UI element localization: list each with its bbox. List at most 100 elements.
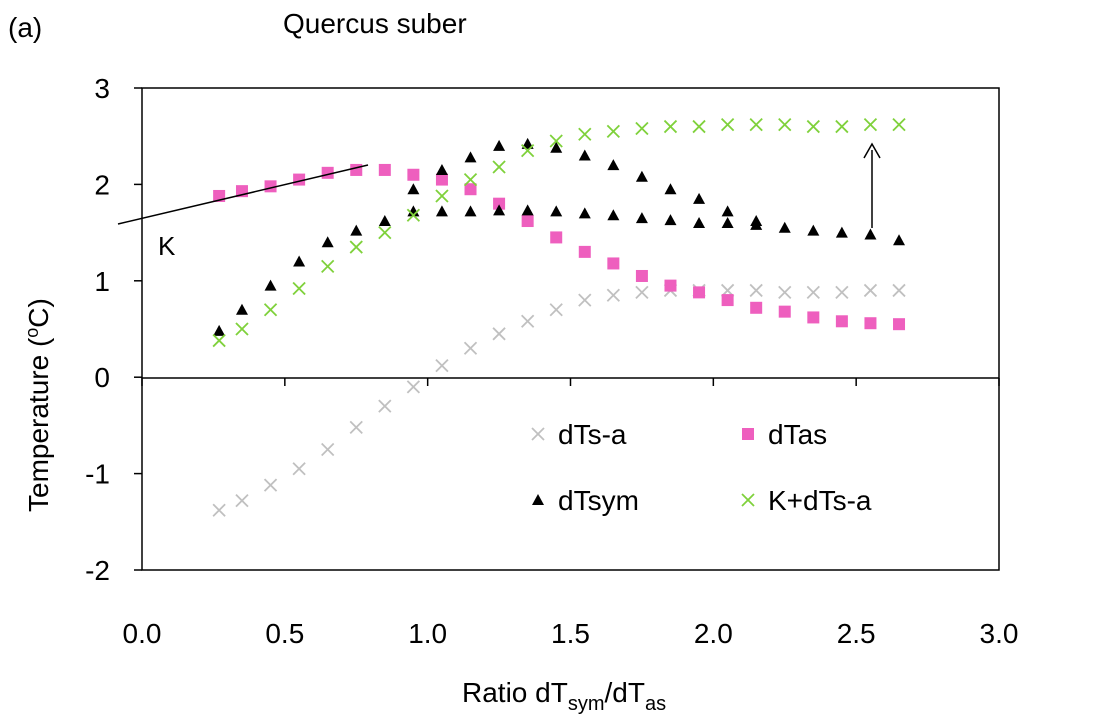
- data-point: [578, 149, 591, 161]
- data-point: [663, 119, 678, 134]
- data-point: [435, 205, 448, 217]
- legend: dTs-a dTas dTsym K+dTs-a: [531, 419, 872, 516]
- data-point: [664, 214, 677, 226]
- data-point: [778, 305, 791, 318]
- data-point: [721, 205, 734, 217]
- data-point: [407, 168, 420, 181]
- y-tick-label: 2: [94, 169, 110, 200]
- data-point: [550, 231, 563, 244]
- legend-marker: [531, 427, 545, 441]
- data-point: [406, 380, 421, 394]
- data-point: [378, 225, 392, 240]
- data-point: [550, 141, 563, 153]
- data-point: [235, 303, 248, 315]
- data-point: [606, 288, 620, 302]
- svg-text:Ratio dTsym/dTas: Ratio dTsym/dTas: [462, 677, 666, 715]
- data-point: [264, 279, 277, 291]
- legend-label: K+dTs-a: [768, 485, 872, 516]
- data-point: [463, 341, 478, 355]
- data-point: [863, 117, 878, 132]
- data-point: [293, 255, 306, 267]
- data-point: [578, 207, 591, 219]
- x-axis-label: Ratio dTsym/dTas: [462, 677, 666, 715]
- data-point: [492, 327, 506, 341]
- series-dtas: [213, 163, 906, 331]
- data-point: [435, 173, 448, 186]
- data-point: [607, 159, 620, 171]
- panel-label: (a): [8, 12, 42, 43]
- x-label-mid: /dT: [605, 677, 645, 708]
- x-tick-label: 0.5: [265, 618, 304, 649]
- data-point: [407, 205, 420, 217]
- data-point: [349, 420, 363, 434]
- data-point: [863, 283, 878, 298]
- k-trend-line: [117, 164, 369, 225]
- data-point: [550, 205, 563, 217]
- data-point: [864, 228, 877, 240]
- y-tick-label: -1: [85, 459, 110, 490]
- data-point: [464, 151, 477, 163]
- data-point: [435, 163, 448, 175]
- legend-item: K+dTs-a: [741, 485, 872, 516]
- data-point: [893, 234, 906, 246]
- data-point: [212, 503, 226, 517]
- y-axis-label: Temperature (oC): [22, 298, 54, 512]
- data-point: [578, 245, 591, 258]
- legend-label: dTas: [768, 419, 827, 450]
- series-dtsym: [407, 137, 763, 227]
- series-k-dts-a: [212, 117, 906, 348]
- data-point: [578, 127, 592, 141]
- x-label-sub-sym: sym: [568, 693, 605, 715]
- data-point: [778, 221, 791, 233]
- data-point: [493, 197, 506, 210]
- plot-border: [141, 87, 1000, 571]
- data-point: [693, 286, 706, 299]
- data-point: [263, 303, 278, 317]
- data-point: [521, 215, 534, 228]
- data-point: [607, 209, 620, 221]
- data-point: [635, 212, 648, 224]
- legend-label: dTsym: [558, 485, 639, 516]
- x-tick-label: 0.0: [123, 618, 162, 649]
- legend-marker: [532, 494, 544, 505]
- data-point: [749, 283, 763, 298]
- data-point: [464, 183, 477, 196]
- legend-item: dTas: [742, 419, 827, 450]
- x-label-sub-as: as: [645, 693, 666, 715]
- data-point: [721, 216, 734, 228]
- data-point: [521, 137, 534, 149]
- data-point: [893, 318, 906, 331]
- annotation-group: K: [117, 142, 881, 261]
- legend-item: dTsym: [532, 485, 639, 516]
- x-tick-label: 2.5: [837, 618, 876, 649]
- data-point: [492, 160, 506, 174]
- x-tick-label: 1.5: [551, 618, 590, 649]
- data-point: [350, 224, 363, 236]
- x-tick-label: 3.0: [980, 618, 1019, 649]
- chart-title: Quercus suber: [283, 8, 467, 39]
- data-point: [664, 183, 677, 195]
- y-tick-label: 1: [94, 266, 110, 297]
- data-point: [835, 226, 848, 238]
- svg-text:Temperature (oC): Temperature (oC): [22, 298, 54, 512]
- data-point: [835, 285, 849, 300]
- data-point: [321, 442, 335, 457]
- legend-marker: [741, 493, 755, 507]
- data-point: [213, 324, 226, 336]
- data-point: [578, 293, 592, 307]
- y-label-unit: C): [23, 298, 54, 328]
- series-dts-a: [212, 283, 906, 517]
- data-point: [378, 215, 391, 227]
- data-point: [806, 119, 820, 134]
- data-point: [378, 163, 391, 176]
- data-point: [407, 183, 420, 195]
- data-point: [778, 285, 792, 300]
- data-point: [493, 204, 506, 216]
- legend-item: dTs-a: [531, 419, 627, 450]
- data-point: [521, 144, 535, 158]
- data-point: [321, 259, 335, 273]
- data-point: [292, 462, 306, 476]
- legend-marker: [742, 428, 754, 440]
- data-point: [693, 216, 706, 228]
- y-tick-label: -2: [85, 555, 110, 586]
